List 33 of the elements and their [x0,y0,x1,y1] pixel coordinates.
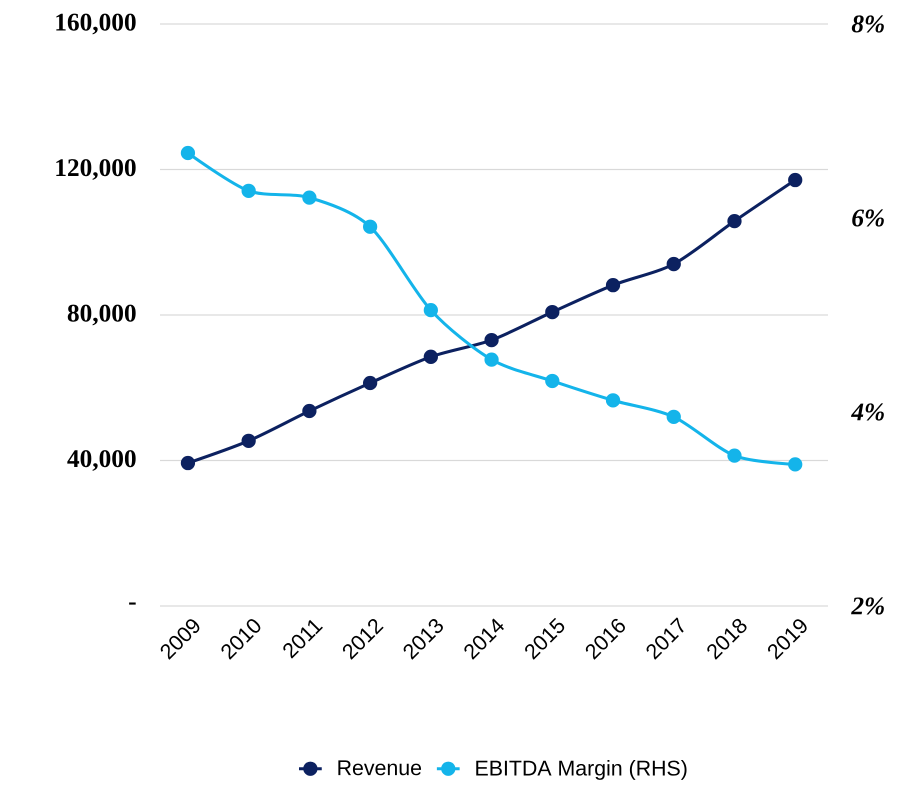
point [242,184,256,198]
point [424,303,438,318]
y2-tick-label: 2% [851,597,884,615]
point [242,434,256,448]
point [545,374,560,388]
y2-tick-label: 4% [850,403,884,421]
point [424,350,438,364]
legend-label: EBITDA Margin (RHS) [476,760,687,780]
point [606,278,620,292]
point [727,214,742,228]
point [606,393,620,408]
point [666,256,681,272]
point [788,172,802,188]
y-tick-label: 120,000 [56,159,136,180]
y-tick-label: 40,000 [67,450,136,471]
y2-tick-label: 8% [852,15,884,33]
point [788,457,802,472]
point [302,404,317,418]
legend-label: Revenue [338,760,422,776]
point [362,376,378,390]
point [484,352,499,367]
point [180,146,196,160]
point [180,456,196,470]
y2-tick-label: 6% [852,209,884,227]
y-tick-label: 80,000 [68,304,136,326]
y-tick-label: - [129,602,136,605]
point [545,304,560,320]
point [727,448,742,463]
point [302,190,317,205]
y-tick-label: 160,000 [56,14,136,34]
point [666,410,681,424]
point [484,332,499,348]
point [362,220,378,234]
